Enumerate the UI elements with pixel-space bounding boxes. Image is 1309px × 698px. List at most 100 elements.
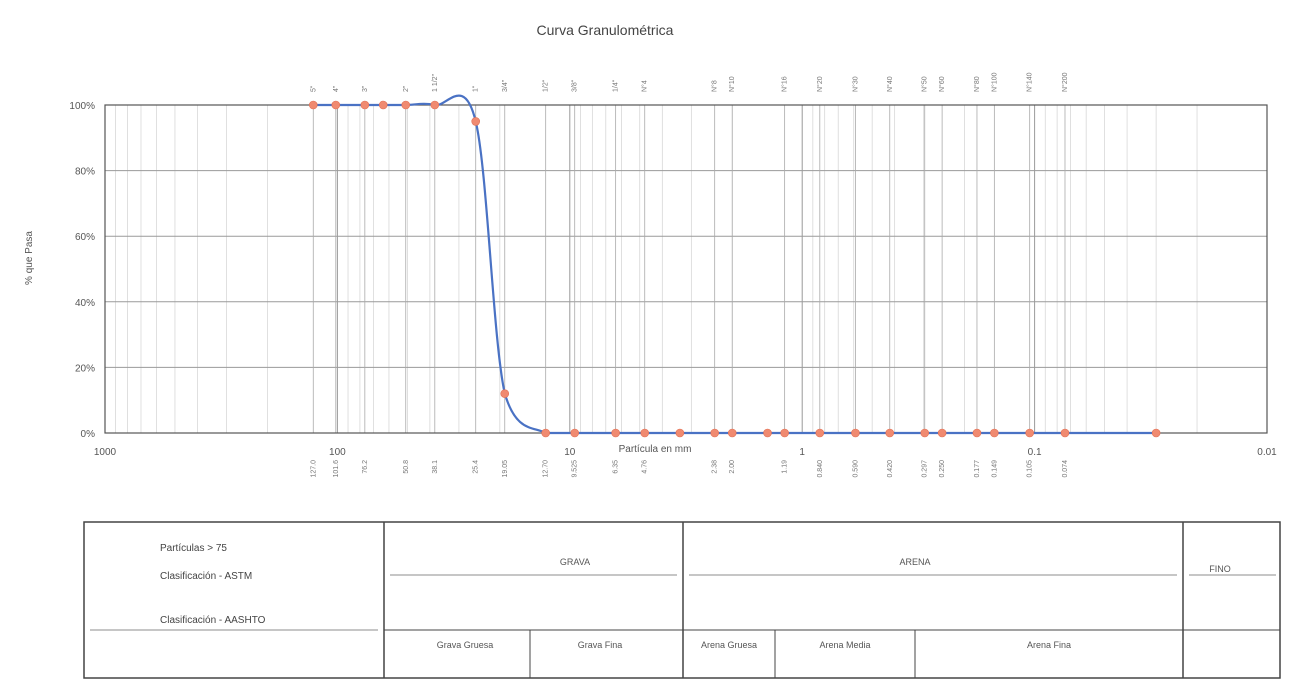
x-axis-ticks: 1000 100 10 1 0.1 0.01	[94, 447, 1277, 458]
sieve-label-top: 4"	[333, 85, 340, 92]
plot-frame	[104, 104, 1268, 434]
data-point	[500, 389, 510, 398]
data-point	[937, 428, 947, 438]
sieve-label-bottom: 19.05	[502, 460, 509, 478]
subzone-grava-gruesa: Grava Gruesa	[437, 640, 494, 650]
sieve-label-top: N°100	[990, 72, 998, 92]
sieve-label-top: N°4	[641, 80, 649, 92]
sieve-label-top: N°200	[1061, 72, 1069, 92]
x-tick-label: 1000	[94, 447, 117, 458]
y-axis-label: % que Pasa	[24, 231, 35, 285]
data-point	[360, 100, 370, 110]
sieve-labels: 5" 127.0 4" 101.6 3" 76.2 2" 50.8 1 1/2" 38.1 1" 25…	[310, 72, 1069, 477]
data-point	[401, 100, 411, 110]
sieve-label-bottom: 2.00	[729, 460, 736, 474]
sieve-label-top: 3/8"	[572, 79, 579, 92]
y-tick-label: 100%	[69, 101, 95, 112]
sieve-label-bottom: 0.177	[974, 460, 981, 478]
sieve-label-top: 3"	[362, 85, 369, 92]
plot-grid	[104, 104, 1268, 434]
sieve-label-top: N°140	[1026, 72, 1034, 92]
sieve-label-bottom: 0.250	[939, 460, 946, 478]
sieve-label-top: N°8	[711, 80, 719, 92]
sieve-label-bottom: 0.297	[922, 460, 929, 478]
sieve-label-top: 2"	[403, 85, 410, 92]
zone-arena: ARENA	[899, 557, 930, 567]
class-label-particulas: Partículas > 75	[160, 543, 227, 554]
sieve-label-bottom: 127.0	[310, 460, 317, 478]
classification-frame	[83, 521, 1281, 679]
subzone-arena-media: Arena Media	[819, 640, 870, 650]
sieve-label-bottom: 1.19	[782, 460, 789, 474]
zone-finos: FINO	[1209, 564, 1231, 574]
sieve-label-top: 5"	[310, 85, 317, 92]
sieve-label-top: N°40	[886, 76, 894, 92]
sieve-label-bottom: 0.074	[1062, 460, 1069, 478]
sieve-label-bottom: 50.8	[403, 460, 410, 474]
sieve-label-bottom: 101.6	[333, 460, 340, 478]
data-point	[675, 428, 685, 438]
data-point	[541, 428, 550, 438]
x-tick-label: 100	[329, 447, 346, 458]
sieve-label-top: N°10	[728, 76, 736, 92]
classification-table: Partículas > 75 Clasificación - ASTM Cla…	[83, 521, 1281, 679]
data-point	[430, 100, 440, 110]
sieve-label-bottom: 0.105	[1027, 460, 1034, 478]
zone-grava: GRAVA	[560, 557, 590, 567]
gradation-curve	[313, 94, 1157, 435]
y-axis-ticks: 100% 80% 60% 40% 20% 0%	[69, 101, 95, 440]
sieve-label-top: N°16	[781, 76, 789, 92]
data-point	[570, 428, 580, 438]
sieve-label-bottom: 4.76	[642, 460, 649, 474]
data-point	[885, 428, 895, 438]
x-tick-label: 0.1	[1028, 447, 1042, 458]
sieve-label-top: 1"	[473, 85, 480, 92]
sieve-label-top: 1/2"	[543, 79, 550, 92]
sieve-label-top: N°50	[921, 76, 929, 92]
data-point	[972, 428, 982, 438]
data-point	[710, 428, 719, 438]
sieve-label-bottom: 38.1	[432, 460, 439, 474]
data-point	[851, 428, 860, 438]
sieve-label-top: N°20	[816, 76, 824, 92]
x-tick-label: 1	[799, 447, 805, 458]
data-point	[727, 428, 737, 438]
sieve-label-top: 1 1/2"	[432, 73, 439, 92]
x-tick-label: 0.01	[1257, 447, 1277, 458]
data-point	[611, 428, 620, 438]
data-point	[990, 428, 999, 438]
sieve-label-top: N°80	[973, 76, 981, 92]
sieve-label-bottom: 0.420	[887, 460, 894, 478]
data-point	[1151, 428, 1161, 438]
class-label-aashto: Clasificación - AASHTO	[160, 615, 266, 626]
sieve-label-bottom: 76.2	[362, 460, 369, 474]
x-tick-label: 10	[564, 447, 576, 458]
sieve-label-bottom: 2.38	[712, 460, 719, 474]
chart-title: Curva Granulométrica	[537, 22, 674, 38]
sieve-label-bottom: 6.35	[613, 460, 620, 474]
data-point	[471, 117, 481, 126]
sieve-label-bottom: 0.149	[991, 460, 998, 478]
data-point	[920, 428, 930, 438]
plot-series	[308, 94, 1161, 438]
data-point	[1025, 428, 1034, 438]
class-label-astm: Clasificación - ASTM	[160, 571, 252, 582]
y-tick-label: 0%	[81, 429, 96, 440]
sieve-label-bottom: 0.840	[817, 460, 824, 478]
data-point	[815, 428, 825, 438]
subzone-grava-fina: Grava Fina	[578, 640, 623, 650]
data-point	[331, 100, 341, 110]
sieve-label-top: 3/4"	[502, 79, 509, 92]
sieve-label-bottom: 0.590	[852, 460, 859, 478]
data-point	[780, 428, 789, 438]
y-tick-label: 20%	[75, 363, 95, 374]
subzone-arena-fina: Arena Fina	[1027, 640, 1071, 650]
sieve-label-top: N°60	[938, 76, 946, 92]
data-point	[308, 100, 318, 110]
sieve-label-bottom: 25.4	[473, 460, 480, 474]
data-point	[1060, 428, 1070, 438]
x-axis-label: Partícula en mm	[619, 444, 692, 455]
subzone-arena-gruesa: Arena Gruesa	[701, 640, 757, 650]
y-tick-label: 80%	[75, 167, 95, 178]
